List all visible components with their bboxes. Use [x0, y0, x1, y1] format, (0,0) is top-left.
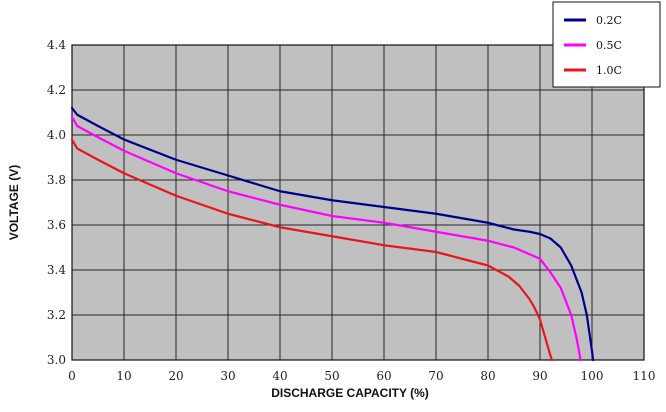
plot-layer	[70, 44, 645, 362]
x-tick-label: 0	[68, 369, 76, 383]
legend-label: 0.5C	[596, 39, 622, 52]
x-tick-label: 90	[532, 369, 547, 383]
x-tick-label: 40	[272, 369, 287, 383]
y-tick-label: 3.6	[47, 218, 66, 232]
x-tick-label: 110	[633, 369, 656, 383]
y-tick-label: 4.2	[47, 83, 66, 97]
legend-layer: 0.2C 0.5C 1.0C	[552, 1, 661, 88]
y-tick-label: 3.0	[47, 353, 66, 367]
legend-label: 1.0C	[596, 64, 622, 77]
y-tick-label: 3.4	[47, 263, 66, 277]
axis-layer: 0 10 20 30 40 50 60 70 80 90 100 110 3.0 3.2 3.4 3.6 3.8…	[7, 38, 655, 400]
x-tick-label: 10	[116, 369, 131, 383]
series-line-0-5c	[70, 115, 582, 362]
x-tick-label: 100	[581, 369, 604, 383]
series-line-1-0c	[70, 138, 554, 362]
x-tick-label: 70	[428, 369, 443, 383]
x-tick-label: 60	[376, 369, 391, 383]
plot-area	[71, 44, 645, 361]
y-axis-title: VOLTAGE (V)	[7, 165, 21, 241]
y-tick-label: 3.2	[47, 308, 66, 322]
y-tick-label: 3.8	[47, 173, 66, 187]
x-tick-label: 50	[324, 369, 339, 383]
plot-border	[71, 44, 645, 361]
x-tick-label: 20	[168, 369, 183, 383]
x-tick-label: 80	[480, 369, 495, 383]
x-axis-title: DISCHARGE CAPACITY (%)	[271, 386, 429, 400]
y-tick-label: 4.0	[47, 128, 66, 142]
legend-label: 0.2C	[596, 14, 622, 27]
series-line-0-2c	[70, 106, 595, 362]
x-tick-label: 30	[220, 369, 235, 383]
y-tick-label: 4.4	[47, 38, 66, 52]
